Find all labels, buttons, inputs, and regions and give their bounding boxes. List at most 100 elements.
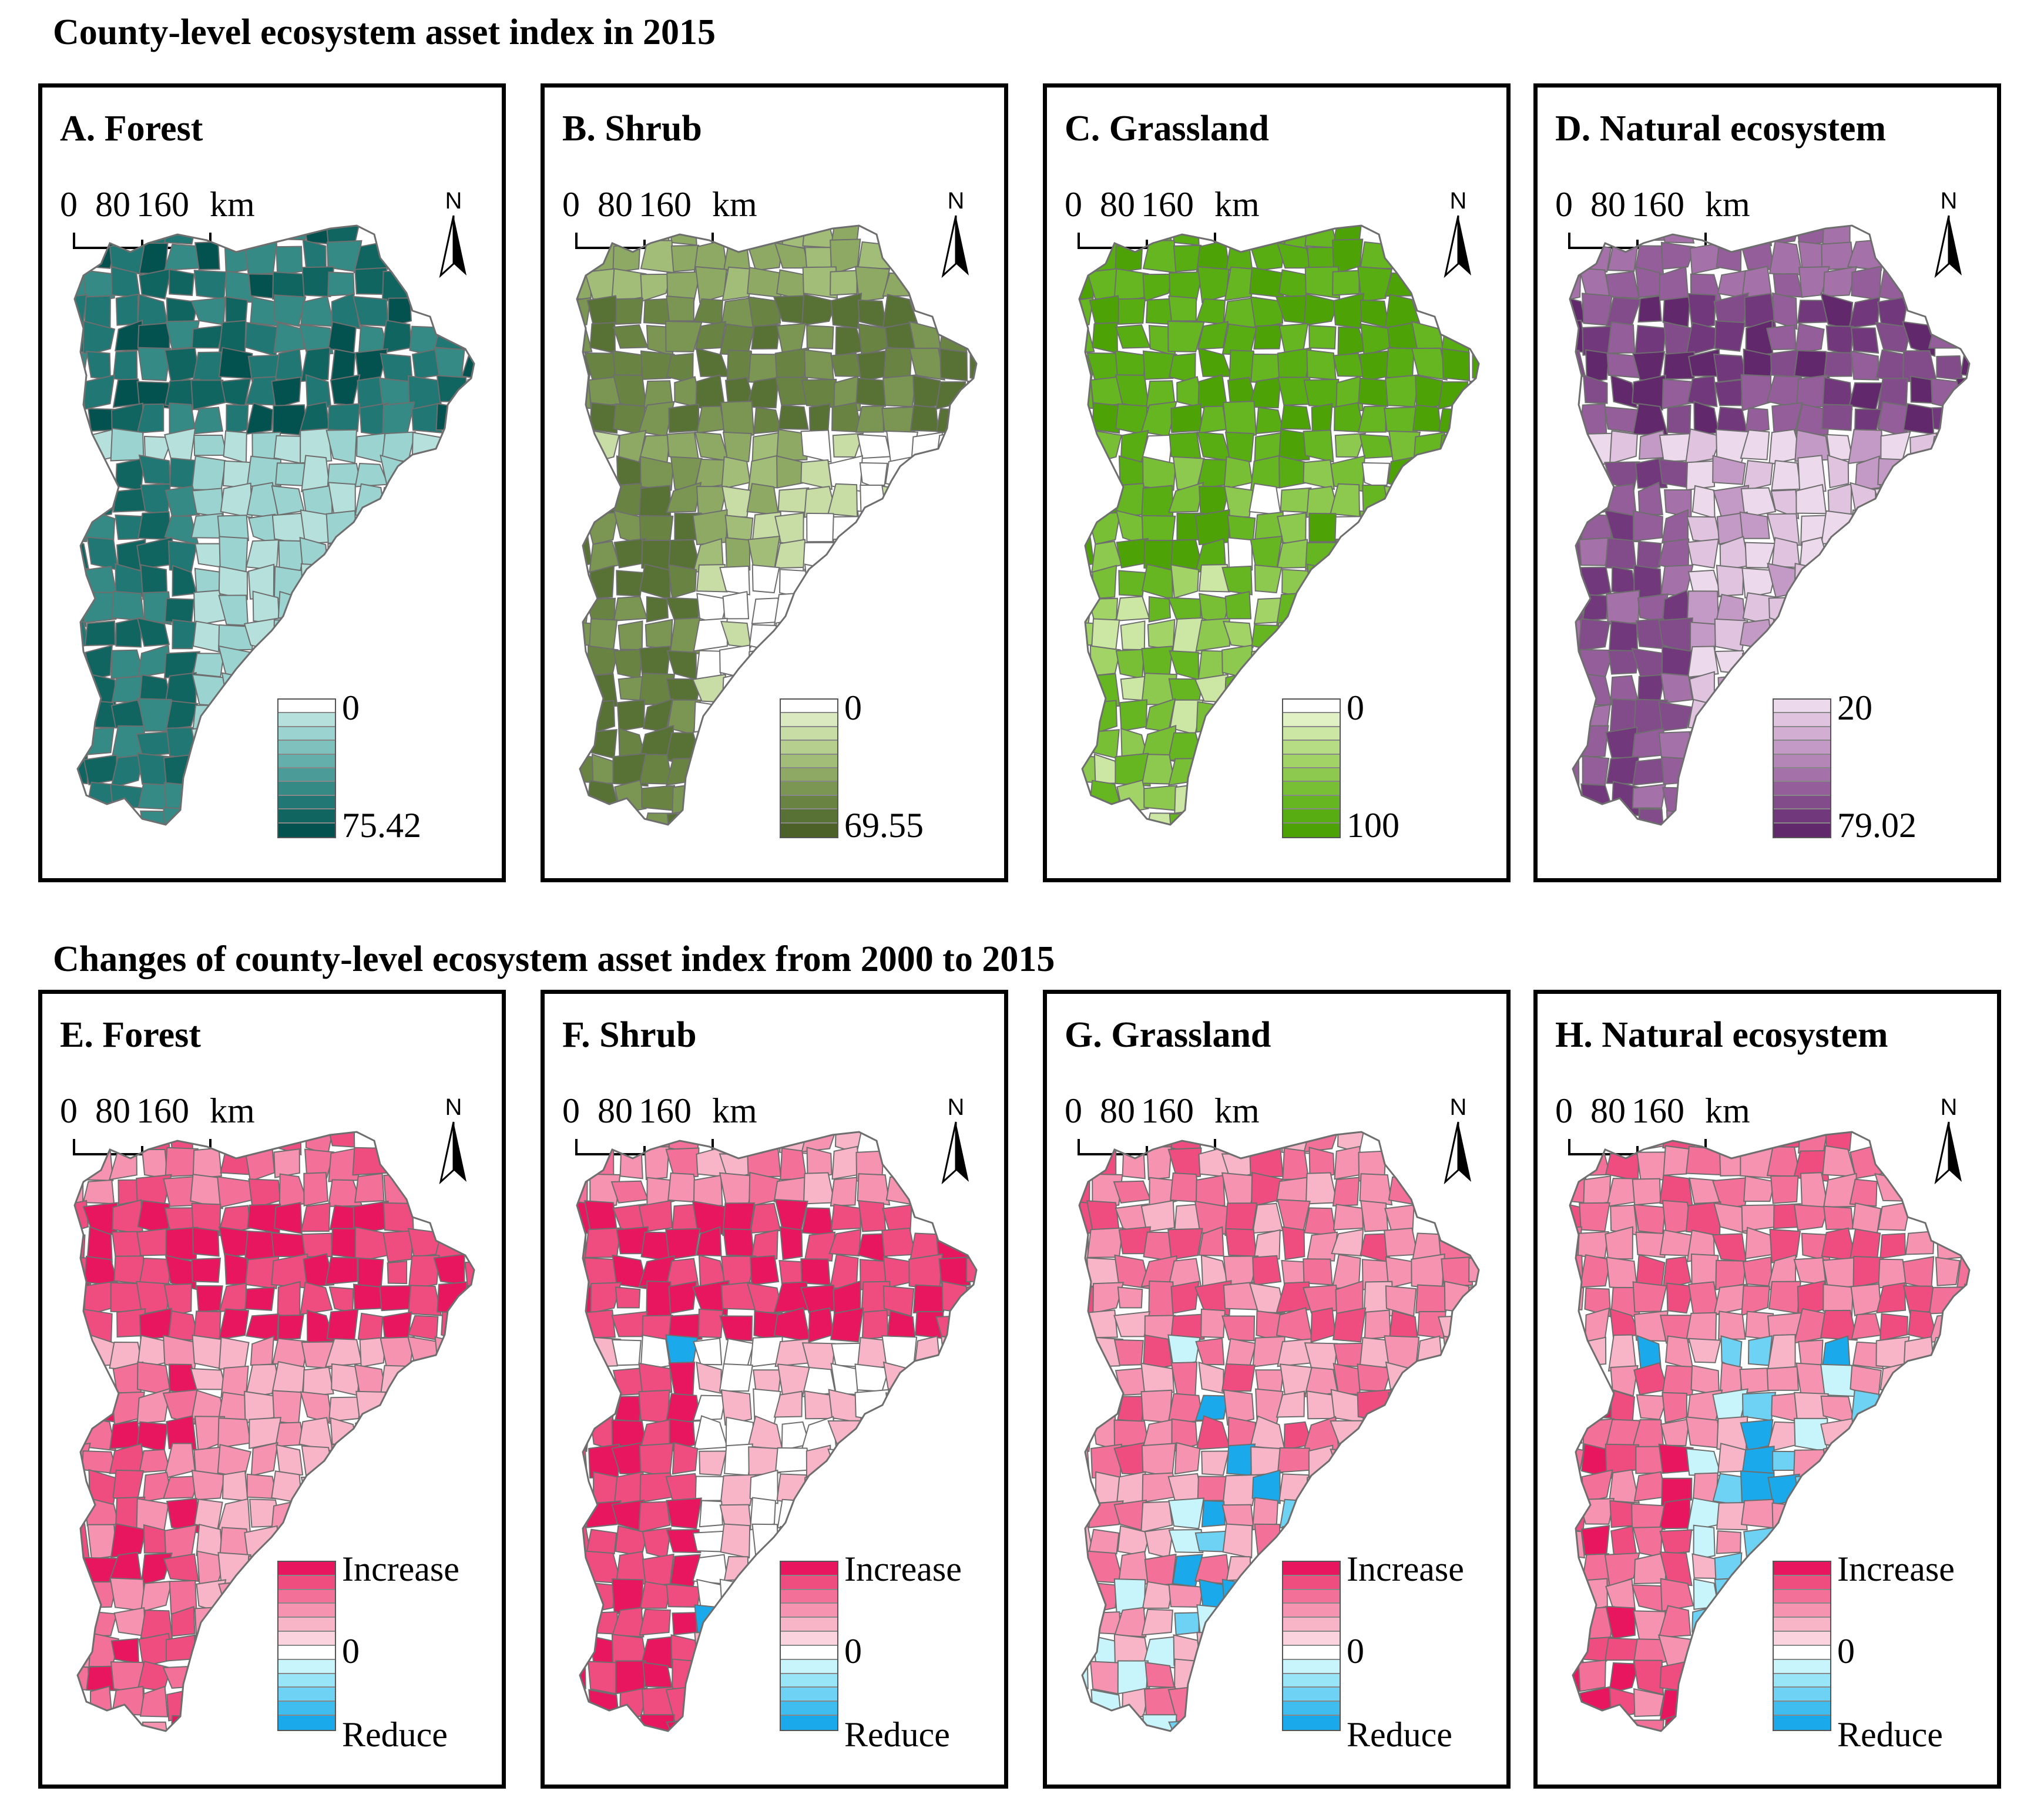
county-polygon (1633, 1362, 1669, 1396)
county-polygon (136, 403, 165, 434)
county-polygon (1224, 431, 1254, 465)
county-polygon (1174, 1441, 1201, 1475)
north-arrow-half-outline (439, 215, 455, 278)
north-arrow-half-filled (956, 216, 969, 275)
county-polygon (277, 1314, 304, 1340)
legend-increase-label: Increase (342, 1550, 459, 1588)
county-polygon (1771, 459, 1801, 491)
county-polygon (1221, 1578, 1256, 1615)
county-polygon (1331, 1228, 1364, 1257)
county-polygon (1472, 350, 1479, 385)
county-polygon (1091, 729, 1120, 760)
scale-label-80: 80 (95, 1091, 130, 1130)
county-polygon (1744, 542, 1776, 569)
county-polygon (615, 1286, 641, 1309)
legend-swatch (1774, 1673, 1830, 1688)
county-polygon (1935, 1256, 1961, 1286)
county-polygon (588, 1661, 620, 1695)
county-polygon (172, 564, 197, 597)
county-polygon (1579, 403, 1607, 438)
county-polygon (1744, 1226, 1774, 1259)
panel-a-forest: A. Forest 0 80 160 km N 0 75.42 (38, 83, 506, 882)
scale-label-0: 0 (1065, 185, 1082, 224)
county-polygon (721, 456, 751, 490)
legend-reduce-label: Reduce (342, 1715, 448, 1754)
county-polygon (1276, 1390, 1305, 1418)
county-polygon (1636, 1132, 1664, 1151)
county-polygon (1221, 1363, 1256, 1392)
county-polygon (1141, 485, 1174, 519)
legend-swatch (1774, 1702, 1830, 1716)
county-polygon (1928, 1312, 1965, 1343)
county-polygon (1114, 1607, 1147, 1638)
county-polygon (1200, 725, 1224, 757)
county-polygon (83, 754, 118, 786)
county-polygon (1740, 374, 1772, 412)
county-polygon (162, 1389, 199, 1425)
county-polygon (1689, 730, 1719, 760)
county-polygon (1633, 1204, 1666, 1235)
county-polygon (143, 591, 172, 626)
county-polygon (355, 509, 389, 542)
county-polygon (1254, 1523, 1281, 1558)
county-polygon (110, 428, 145, 462)
county-polygon (832, 432, 864, 458)
county-polygon (1224, 671, 1253, 707)
county-polygon (830, 270, 858, 296)
legend-swatch (1774, 741, 1830, 755)
county-polygon (1086, 1227, 1124, 1258)
county-polygon (1441, 348, 1471, 382)
county-polygon (163, 1475, 200, 1500)
county-polygon (1225, 244, 1253, 271)
county-polygon (1142, 455, 1177, 491)
county-polygon (885, 1392, 915, 1419)
county-polygon (1744, 407, 1770, 436)
legend: Increase 0 Reduce (780, 1550, 1003, 1778)
county-polygon (1115, 242, 1143, 273)
county-polygon (1221, 1315, 1256, 1342)
legend-swatch (1283, 713, 1340, 727)
county-polygon (577, 1257, 588, 1291)
county-polygon (303, 1172, 329, 1207)
county-polygon (1332, 238, 1364, 275)
county-polygon (585, 1611, 619, 1635)
county-polygon (1666, 1282, 1694, 1314)
legend-swatch (278, 1716, 335, 1730)
county-polygon (616, 699, 646, 732)
county-polygon (1142, 1581, 1174, 1609)
county-polygon (165, 1254, 197, 1291)
county-polygon (1716, 1530, 1741, 1554)
county-polygon (1902, 321, 1936, 357)
county-polygon (1224, 590, 1252, 620)
county-polygon (1142, 350, 1177, 380)
county-polygon (75, 1172, 84, 1205)
legend-swatch (278, 1632, 335, 1646)
county-polygon (218, 1308, 250, 1340)
county-polygon (1743, 1175, 1776, 1202)
county-polygon (250, 1335, 274, 1366)
county-polygon (1850, 350, 1879, 381)
county-polygon (196, 1285, 223, 1313)
legend-swatch (1774, 1604, 1830, 1618)
north-arrow-half-outline (1444, 1121, 1459, 1185)
county-polygon (433, 1254, 465, 1286)
county-polygon (585, 429, 620, 465)
county-polygon (140, 810, 172, 825)
panel-f-shrub-change: F. Shrub 0 80 160 km N Increase 0 Reduce (541, 990, 1008, 1789)
county-polygon (136, 1387, 171, 1424)
county-polygon (1610, 374, 1639, 409)
county-polygon (861, 1309, 889, 1340)
county-polygon (1222, 401, 1257, 436)
north-label: N (948, 188, 965, 214)
county-polygon (191, 1258, 221, 1283)
county-polygon (300, 563, 331, 599)
legend-swatch (278, 1688, 335, 1702)
county-polygon (1579, 1202, 1610, 1232)
county-polygon (1169, 812, 1199, 825)
county-polygon (1174, 782, 1203, 814)
county-polygon (1581, 1469, 1613, 1504)
county-polygon (1766, 621, 1803, 650)
county-polygon (1686, 460, 1716, 491)
county-polygon (1362, 485, 1387, 519)
county-polygon (577, 1177, 588, 1207)
